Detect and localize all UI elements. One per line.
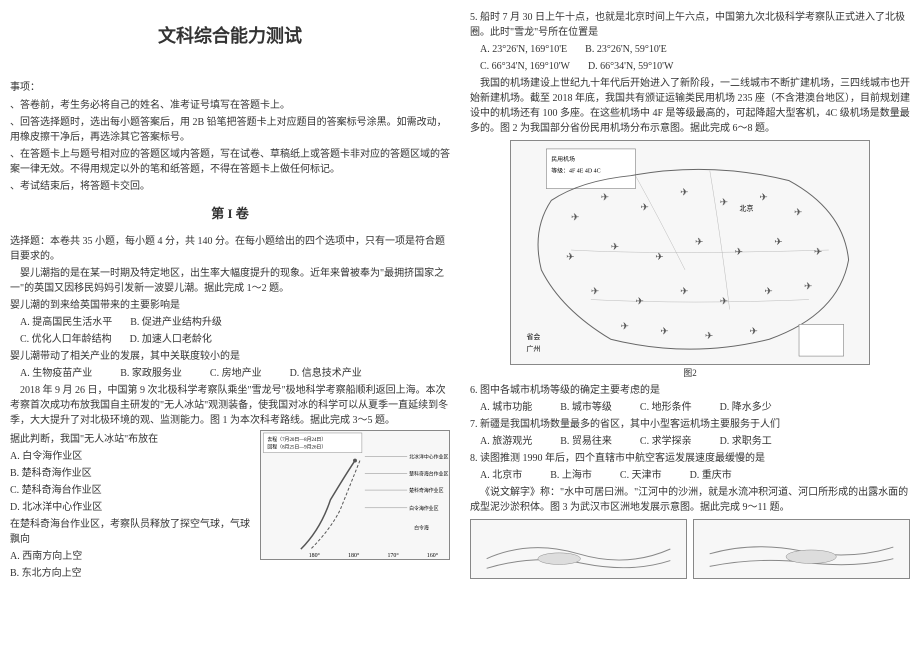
svg-text:✈: ✈ [804, 282, 812, 293]
q5-opt-a: A. 23°26'N, 169°10'E [480, 42, 567, 57]
q8-opt-c: C. 天津市 [620, 468, 662, 483]
q5-opt-b: B. 23°26'N, 59°10'E [585, 42, 667, 57]
passage: 《说文解字》称："水中可居曰洲。"江河中的沙洲，就是水流冲积河道、河口所形成的出… [470, 485, 910, 515]
svg-text:民用机场: 民用机场 [551, 155, 575, 163]
notice-header: 事项： [10, 80, 450, 95]
q6-opt-d: D. 降水多少 [720, 400, 772, 415]
svg-text:✈: ✈ [655, 252, 663, 263]
q3-opt-d: D. 北冰洋中心作业区 [10, 500, 254, 515]
svg-text:✈: ✈ [749, 326, 757, 337]
fig1-legend-2: 回程（8月25日—9月26日） [267, 443, 326, 450]
q8-stem: 8. 读图推测 1990 年后，四个直辖市中航空客运发展速度最缓慢的是 [470, 451, 910, 466]
figure-2-map: 民用机场 等级：4F 4E 4D 4C ✈✈✈ ✈✈✈ ✈✈✈ ✈✈✈ ✈✈✈ … [510, 140, 870, 365]
q1-opt-b: B. 促进产业结构升级 [130, 315, 222, 330]
q1-opt-d: D. 加速人口老龄化 [130, 332, 212, 347]
q4-opt-b: B. 东北方向上空 [10, 566, 254, 581]
svg-text:楚科奇海作业区: 楚科奇海作业区 [409, 487, 443, 494]
exam-title: 文科综合能力测试 [10, 23, 450, 50]
svg-text:白令海作业区: 白令海作业区 [409, 504, 439, 511]
svg-text:广州: 广州 [526, 344, 540, 353]
q1-opt-c: C. 优化人口年龄结构 [20, 332, 112, 347]
q7-opt-b: B. 贸易往来 [560, 434, 612, 449]
q2-opt-d: D. 信息技术产业 [290, 366, 362, 381]
q5-opt-c: C. 66°34'N, 169°10'W [480, 59, 570, 74]
fig1-legend-1: 去程（7月20日—8月24日） [267, 435, 326, 442]
svg-text:✈: ✈ [660, 326, 668, 337]
figure-3b [693, 519, 910, 579]
q6-opt-a: A. 城市功能 [480, 400, 532, 415]
svg-text:✈: ✈ [571, 212, 579, 223]
section-title: 第 I 卷 [10, 204, 450, 224]
notice-item: 、回答选择题时，选出每小题答案后，用 2B 铅笔把答题卡上对应题目的答案标号涂黑… [10, 115, 450, 145]
svg-text:170°: 170° [387, 552, 399, 559]
svg-text:✈: ✈ [794, 207, 802, 218]
q6-opt-c: C. 地形条件 [640, 400, 692, 415]
svg-text:180°: 180° [309, 552, 321, 559]
passage: 2018 年 9 月 26 日，中国第 9 次北极科学考察队乘坐"雪龙号"极地科… [10, 383, 450, 428]
svg-text:北冰洋中心作业区: 北冰洋中心作业区 [409, 453, 448, 460]
svg-text:✈: ✈ [814, 247, 822, 258]
svg-text:白令海: 白令海 [414, 524, 429, 531]
notice-item: 、答卷前，考生务必将自己的姓名、准考证号填写在答题卡上。 [10, 98, 450, 113]
svg-text:✈: ✈ [591, 287, 599, 298]
svg-text:✈: ✈ [764, 287, 772, 298]
notice-item: 、考试结束后，将答题卡交回。 [10, 179, 450, 194]
q2-opt-b: B. 家政服务业 [120, 366, 182, 381]
q2-opt-a: A. 生物疫苗产业 [20, 366, 92, 381]
svg-text:✈: ✈ [774, 237, 782, 248]
q7-opt-d: D. 求职务工 [720, 434, 772, 449]
q8-opt-d: D. 重庆市 [690, 468, 732, 483]
q3-opt-b: B. 楚科奇海作业区 [10, 466, 254, 481]
passage: 婴儿潮指的是在某一时期及特定地区，出生率大幅度提升的现象。近年来曾被奉为"最拥挤… [10, 266, 450, 296]
q7-opt-c: C. 求学探亲 [640, 434, 692, 449]
svg-text:✈: ✈ [720, 197, 728, 208]
q3-stem: 据此判断，我国"无人冰站"布放在 [10, 432, 254, 447]
svg-text:✈: ✈ [640, 202, 648, 213]
svg-text:✈: ✈ [611, 242, 619, 253]
figure-3a [470, 519, 687, 579]
q7-opt-a: A. 旅游观光 [480, 434, 532, 449]
svg-text:✈: ✈ [720, 297, 728, 308]
q6-opt-b: B. 城市等级 [560, 400, 612, 415]
q4-stem: 在楚科奇海台作业区，考察队员释放了探空气球，气球飘向 [10, 517, 254, 547]
svg-text:✈: ✈ [601, 192, 609, 203]
svg-text:✈: ✈ [635, 297, 643, 308]
q4-opt-a: A. 西南方向上空 [10, 549, 254, 564]
q5-opt-d: D. 66°34'N, 59°10'W [588, 59, 673, 74]
q7-stem: 7. 新疆是我国机场数量最多的省区，其中小型客运机场主要服务于人们 [470, 417, 910, 432]
q3-opt-c: C. 楚科奇海台作业区 [10, 483, 254, 498]
q8-opt-a: A. 北京市 [480, 468, 522, 483]
q1-opt-a: A. 提高国民生活水平 [20, 315, 112, 330]
svg-text:省会: 省会 [526, 332, 540, 341]
svg-text:160°: 160° [427, 552, 439, 559]
q2-opt-c: C. 房地产业 [210, 366, 262, 381]
svg-text:✈: ✈ [680, 188, 688, 199]
svg-text:✈: ✈ [705, 331, 713, 342]
fig2-caption: 图2 [470, 367, 910, 381]
q1-stem: 婴儿潮的到来给英国带来的主要影响是 [10, 298, 450, 313]
notice-item: 、在答题卡上与题号相对应的答题区域内答题，写在试卷、草稿纸上或答题卡非对应的答题… [10, 147, 450, 177]
q2-stem: 婴儿潮带动了相关产业的发展，其中关联度较小的是 [10, 349, 450, 364]
q5-stem: 5. 船时 7 月 30 日上午十点，也就是北京时间上午六点，中国第九次北极科学… [470, 10, 910, 40]
svg-text:等级：4F 4E 4D 4C: 等级：4F 4E 4D 4C [551, 167, 600, 175]
q8-opt-b: B. 上海市 [550, 468, 592, 483]
select-intro: 选择题：本卷共 35 小题，每小题 4 分，共 140 分。在每小题给出的四个选… [10, 234, 450, 264]
svg-text:✈: ✈ [566, 252, 574, 263]
svg-text:✈: ✈ [680, 287, 688, 298]
figure-1: 去程（7月20日—8月24日） 回程（8月25日—9月26日） 北冰洋中心作业区… [260, 430, 450, 560]
svg-text:✈: ✈ [735, 247, 743, 258]
q6-stem: 6. 图中各城市机场等级的确定主要考虑的是 [470, 383, 910, 398]
svg-text:✈: ✈ [621, 321, 629, 332]
svg-text:✈: ✈ [759, 192, 767, 203]
q3-opt-a: A. 白令海作业区 [10, 449, 254, 464]
svg-text:北京: 北京 [740, 203, 754, 212]
svg-text:180°: 180° [348, 552, 360, 559]
passage: 我国的机场建设上世纪九十年代后开始进入了新阶段，一二线城市不断扩建机场，三四线城… [470, 76, 910, 136]
svg-text:✈: ✈ [695, 237, 703, 248]
svg-text:楚科奇海台作业区: 楚科奇海台作业区 [409, 470, 448, 477]
